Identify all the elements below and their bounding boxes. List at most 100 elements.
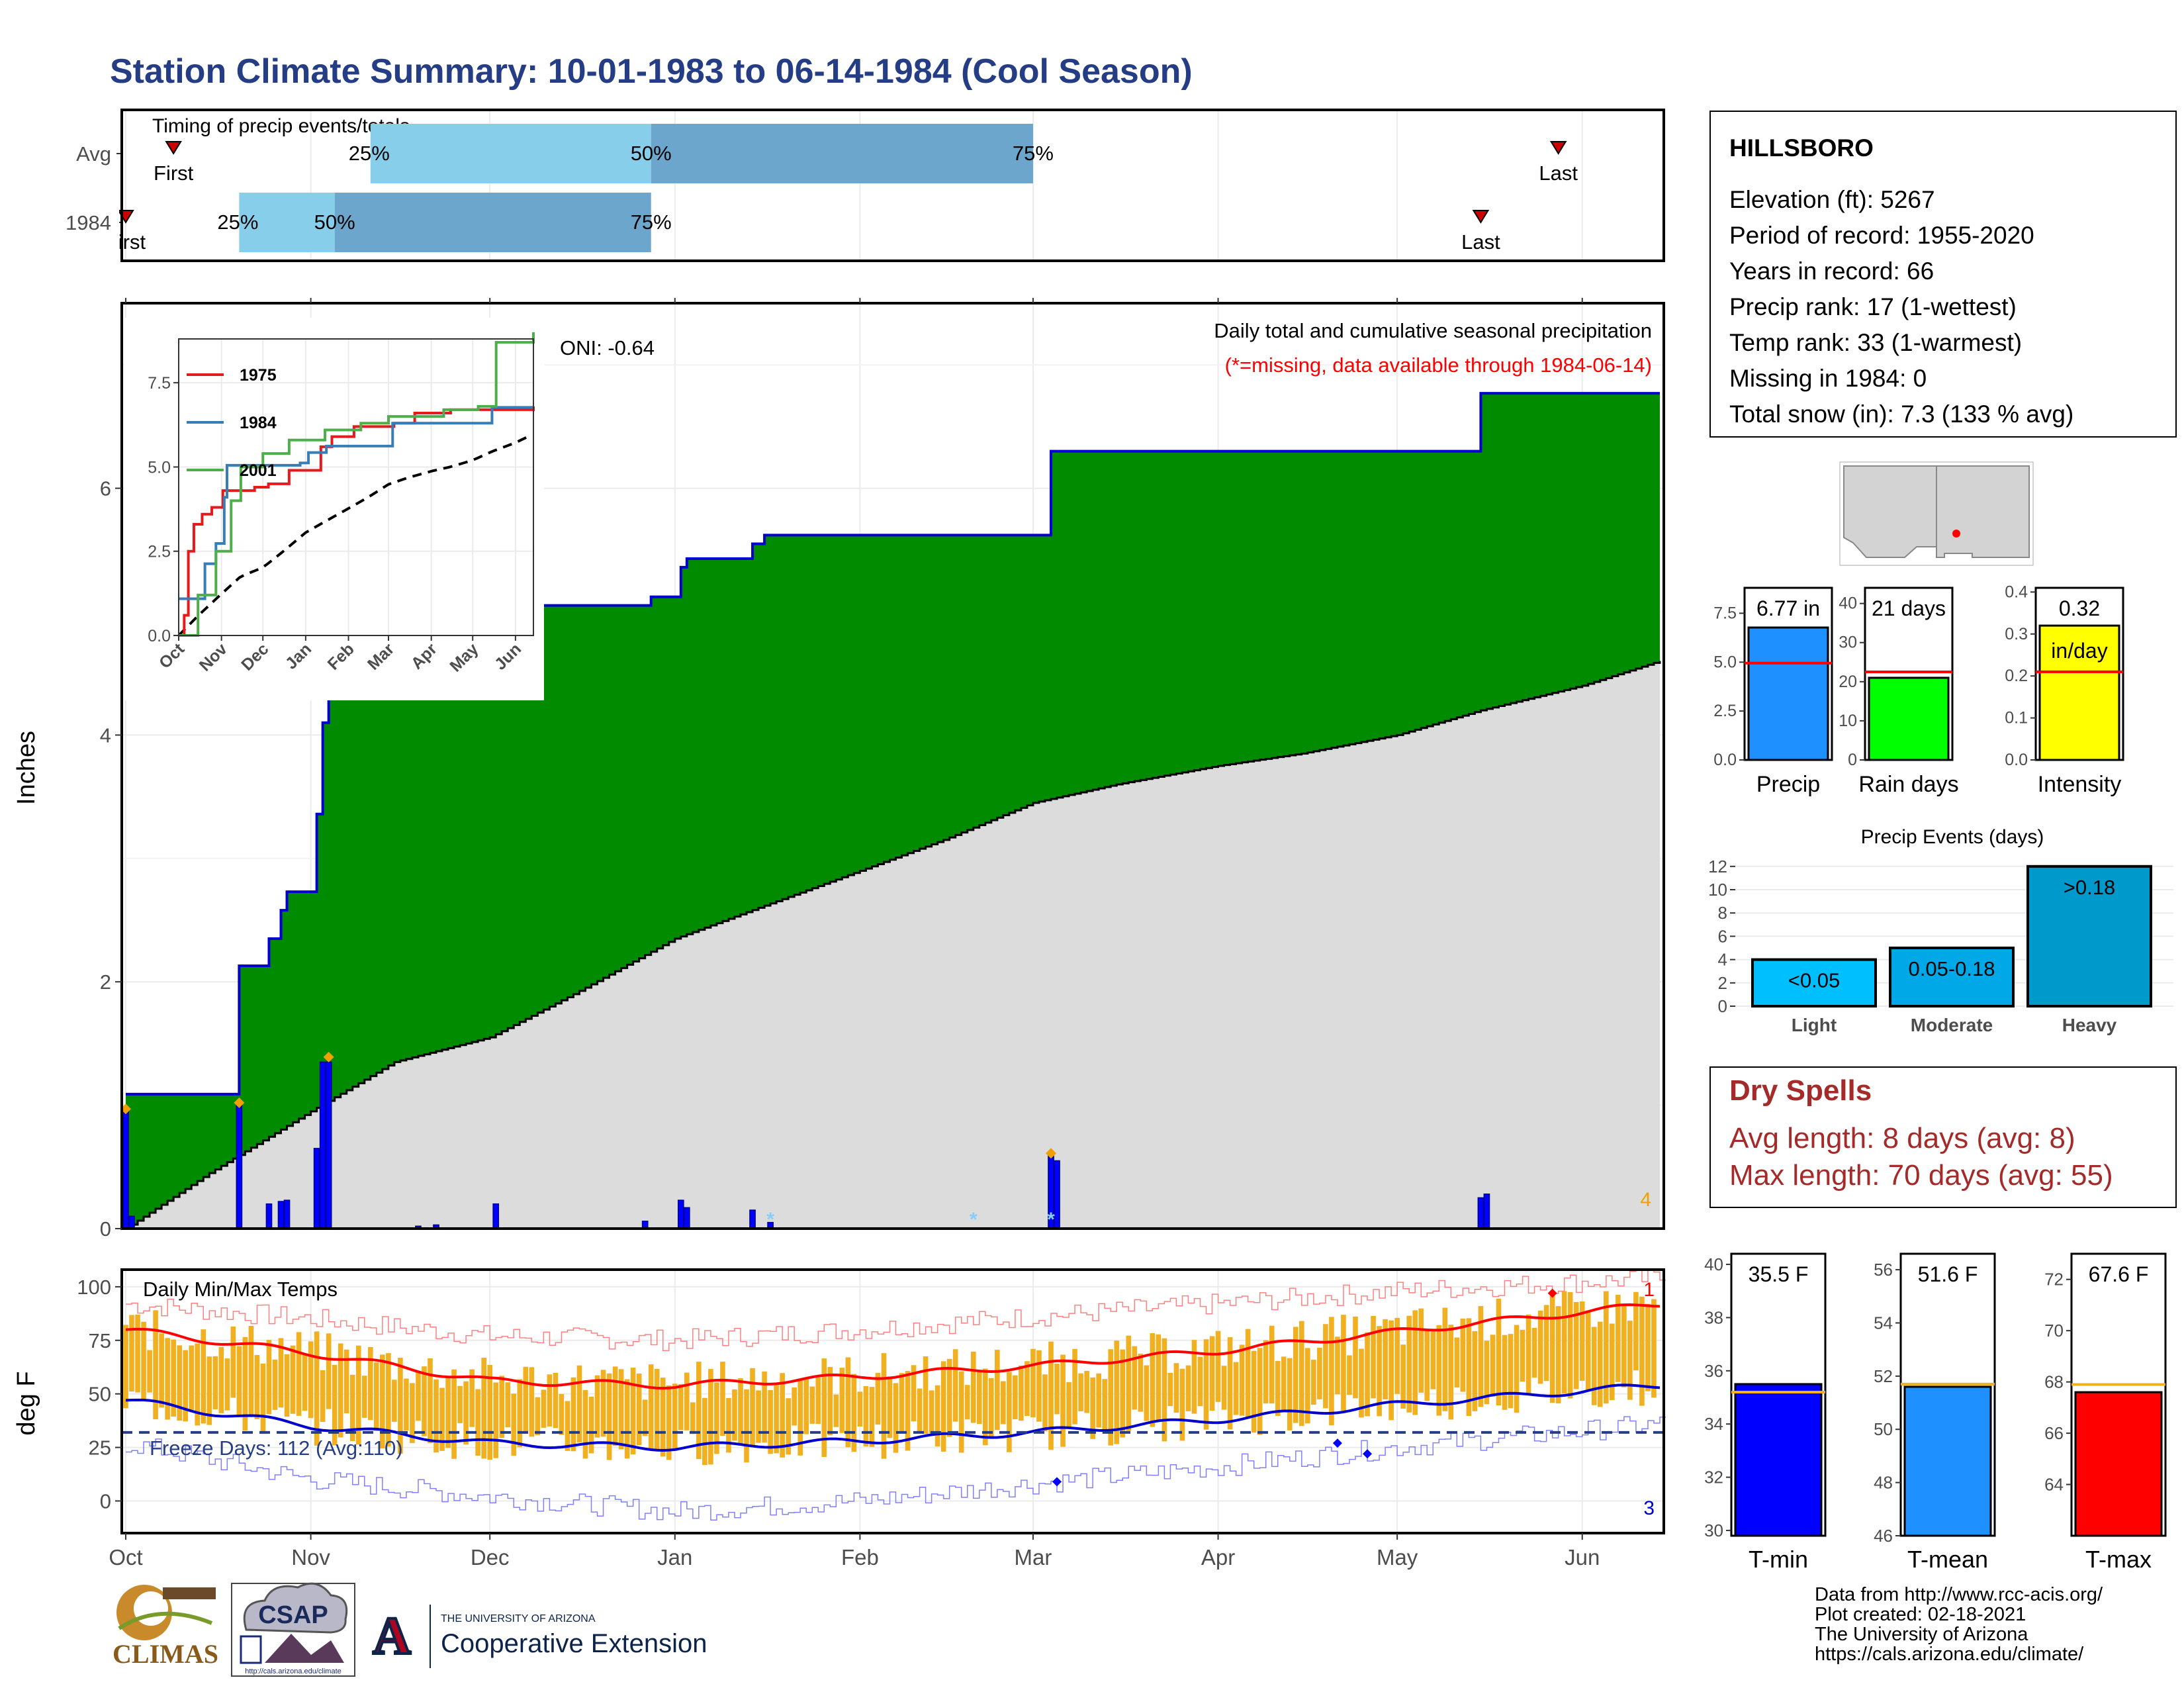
daily-temp-bar: [1090, 1377, 1095, 1439]
daily-temp-bar: [1311, 1360, 1316, 1405]
summary-label: T-min: [1749, 1546, 1808, 1573]
daily-temp-bar: [1221, 1366, 1227, 1410]
daily-precip-bar: [1054, 1160, 1060, 1229]
y-tick-label: 36: [1704, 1361, 1723, 1381]
daily-temp-bar: [517, 1379, 523, 1448]
y-tick-label: 0.3: [2005, 625, 2028, 643]
arizona-shape: [1843, 465, 1937, 558]
daily-temp-bar: [976, 1372, 982, 1425]
daily-temp-bar: [732, 1389, 737, 1441]
dry-spells-title: Dry Spells: [1729, 1074, 1872, 1107]
daily-temp-bar: [1621, 1305, 1627, 1387]
event-bar-label: >0.18: [2064, 876, 2115, 899]
x-tick-label: Mar: [1015, 1545, 1052, 1570]
summary-label: T-max: [2085, 1546, 2152, 1573]
station-line: Elevation (ft): 5267: [1729, 186, 1935, 213]
daily-temp-bar: [666, 1385, 672, 1460]
y-tick-label: 66: [2044, 1423, 2064, 1443]
daily-temp-bar: [1436, 1325, 1442, 1416]
inset-y-tick-label: 2.5: [148, 543, 171, 561]
y-tick-label: 38: [1704, 1307, 1723, 1327]
daily-temp-bar: [881, 1353, 887, 1459]
daily-temp-bar: [1442, 1307, 1448, 1411]
y-tick-label: 5.0: [1713, 653, 1737, 671]
daily-temp-bar: [475, 1389, 480, 1456]
summary-bar: [1747, 626, 1829, 761]
daily-temp-bar: [422, 1366, 427, 1436]
daily-temp-bar: [1418, 1308, 1424, 1393]
y-tick-label: 4: [100, 724, 111, 747]
summary-value: 21 days: [1872, 596, 1946, 620]
daily-temp-bar: [529, 1367, 535, 1437]
daily-temp-bar: [1394, 1317, 1400, 1394]
y-tick-label: 4: [1718, 950, 1727, 970]
daily-temp-bar: [1633, 1291, 1639, 1371]
timing-label: 25%: [217, 211, 258, 234]
station-line: Precip rank: 17 (1-wettest): [1729, 293, 2017, 320]
daily-temp-bar: [1454, 1337, 1460, 1388]
y-tick-label: 10: [1839, 712, 1857, 730]
daily-temp-bar: [1007, 1372, 1012, 1452]
station-name: HILLSBORO: [1729, 134, 1874, 162]
inset-legend-label: 1975: [240, 366, 277, 385]
daily-temp-bar: [1013, 1375, 1018, 1420]
daily-temp-bar: [1072, 1348, 1077, 1425]
record-low-line: [126, 1416, 1666, 1521]
daily-temp-bar: [744, 1389, 749, 1463]
daily-precip-bar: [236, 1102, 243, 1229]
csap-logo: CSAP http://cals.arizona.edu/climate: [231, 1582, 355, 1677]
daily-temp-bar: [708, 1369, 713, 1465]
daily-temp-bar: [1245, 1329, 1251, 1419]
station-line: Period of record: 1955-2020: [1729, 222, 2034, 249]
daily-temp-bar: [1502, 1335, 1508, 1410]
record-low-marker: [1052, 1477, 1062, 1487]
last-event-marker: [1549, 141, 1567, 155]
daily-temp-bar: [970, 1351, 976, 1423]
daily-temp-bar: [1060, 1354, 1066, 1447]
daily-temp-bar: [1048, 1341, 1054, 1450]
daily-temp-bar: [1019, 1365, 1024, 1421]
y-tick-label: 40: [1839, 594, 1857, 613]
daily-temp-bar: [355, 1345, 361, 1445]
daily-temp-bar: [266, 1340, 272, 1415]
daily-temp-bar: [1460, 1318, 1466, 1392]
daily-temp-bar: [1030, 1348, 1036, 1418]
daily-temp-bar: [1388, 1320, 1394, 1421]
daily-temp-bar: [1383, 1319, 1388, 1399]
precip-y-label: Inches: [13, 731, 40, 805]
daily-temp-bar: [750, 1368, 755, 1445]
summary-bar: [1734, 1383, 1823, 1537]
daily-temp-bar: [302, 1354, 308, 1411]
daily-temp-bar: [1365, 1332, 1370, 1417]
first-event-marker: [165, 141, 182, 155]
x-tick-label: Oct: [109, 1545, 142, 1570]
y-tick-label: 20: [1839, 673, 1857, 691]
ua-a-mark: A: [373, 1607, 411, 1665]
daily-temp-bar: [1161, 1338, 1167, 1442]
daily-temp-bar: [278, 1338, 284, 1408]
daily-temp-bar: [349, 1374, 355, 1442]
daily-temp-bar: [212, 1356, 218, 1409]
daily-temp-bar: [1323, 1324, 1328, 1409]
daily-temp-bar: [684, 1372, 690, 1430]
daily-precip-bar: [325, 1061, 332, 1229]
temp-title: Daily Min/Max Temps: [143, 1278, 338, 1301]
summary-panel: 6.77 in 0.0 2.5 5.0 7.5 Precip: [1713, 586, 1833, 797]
daily-temp-bar: [570, 1377, 576, 1452]
daily-temp-bar: [702, 1397, 707, 1466]
snow-marker: *: [766, 1209, 774, 1231]
daily-temp-bar: [218, 1346, 224, 1413]
daily-temp-bar: [1317, 1347, 1322, 1399]
daily-temp-bar: [1239, 1344, 1245, 1416]
footer-line: The University of Arizona: [1815, 1624, 2028, 1645]
timing-bar-50-75: [651, 124, 1033, 183]
daily-temp-bar: [1567, 1291, 1573, 1399]
y-tick-label: 2.5: [1713, 702, 1737, 720]
daily-temp-bar: [361, 1376, 367, 1418]
y-tick-label: 6: [1718, 926, 1727, 946]
daily-temp-bar: [189, 1345, 195, 1410]
daily-temp-bar: [1329, 1317, 1334, 1426]
daily-temp-bar: [857, 1391, 863, 1427]
csap-url: http://cals.arizona.edu/climate: [245, 1667, 341, 1675]
locator-map: [1839, 461, 2034, 566]
